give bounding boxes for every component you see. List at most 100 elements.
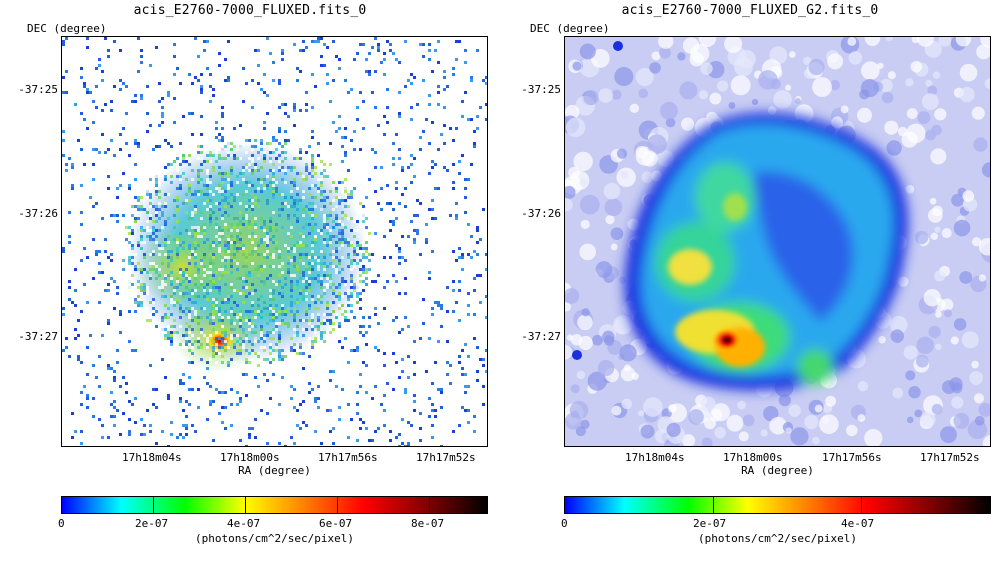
remnant-pixel [230, 172, 233, 175]
remnant-pixel [191, 346, 194, 349]
remnant-pixel [185, 274, 188, 277]
noise-pixel [74, 268, 77, 271]
noise-pixel [464, 61, 467, 64]
remnant-pixel [188, 343, 191, 346]
left-colorbar[interactable] [61, 496, 488, 514]
noise-pixel [326, 409, 329, 412]
remnant-pixel [206, 187, 209, 190]
background-blob [978, 238, 990, 256]
remnant-pixel [245, 151, 248, 154]
background-blob [570, 333, 583, 346]
noise-pixel [221, 391, 224, 394]
remnant-pixel [254, 253, 257, 256]
remnant-pixel [170, 250, 173, 253]
remnant-pixel [170, 259, 173, 262]
noise-pixel [452, 181, 455, 184]
remnant-pixel [161, 289, 164, 292]
remnant-pixel [164, 295, 167, 298]
noise-pixel [254, 436, 257, 439]
noise-pixel [299, 403, 302, 406]
noise-pixel [128, 187, 131, 190]
remnant-pixel [194, 253, 197, 256]
remnant-pixel [221, 271, 224, 274]
remnant-pixel [284, 244, 287, 247]
remnant-pixel [290, 235, 293, 238]
noise-pixel [431, 409, 434, 412]
noise-pixel [371, 397, 374, 400]
remnant-pixel [275, 343, 278, 346]
remnant-pixel [287, 307, 290, 310]
remnant-pixel [317, 268, 320, 271]
noise-pixel [77, 358, 80, 361]
noise-pixel [392, 388, 395, 391]
remnant-pixel [155, 187, 158, 190]
right-image-plot[interactable] [564, 36, 991, 447]
remnant-pixel [191, 301, 194, 304]
remnant-pixel [188, 184, 191, 187]
remnant-pixel [239, 157, 242, 160]
noise-pixel [167, 394, 170, 397]
background-blob [934, 226, 941, 233]
remnant-pixel [332, 265, 335, 268]
remnant-pixel [200, 346, 203, 349]
remnant-pixel [131, 262, 134, 265]
remnant-pixel [161, 262, 164, 265]
noise-pixel [431, 199, 434, 202]
remnant-pixel [221, 331, 224, 334]
remnant-pixel [206, 214, 209, 217]
remnant-pixel [269, 343, 272, 346]
remnant-pixel [326, 301, 329, 304]
remnant-pixel [137, 229, 140, 232]
noise-pixel [239, 124, 242, 127]
noise-pixel [428, 277, 431, 280]
noise-pixel [389, 202, 392, 205]
remnant-pixel [317, 316, 320, 319]
remnant-pixel [245, 250, 248, 253]
noise-pixel [404, 85, 407, 88]
noise-pixel [473, 277, 476, 280]
remnant-pixel [353, 265, 356, 268]
noise-pixel [185, 415, 188, 418]
noise-pixel [272, 373, 275, 376]
noise-pixel [482, 385, 485, 388]
remnant-pixel [278, 250, 281, 253]
background-blob [901, 131, 918, 148]
noise-pixel [101, 217, 104, 220]
noise-pixel [281, 103, 284, 106]
noise-pixel [326, 82, 329, 85]
noise-pixel [467, 355, 470, 358]
remnant-pixel [149, 313, 152, 316]
remnant-pixel [266, 244, 269, 247]
remnant-pixel [254, 352, 257, 355]
remnant-pixel [344, 292, 347, 295]
remnant-pixel [176, 220, 179, 223]
remnant-pixel [341, 238, 344, 241]
noise-pixel [404, 388, 407, 391]
remnant-pixel [359, 262, 362, 265]
remnant-pixel [278, 142, 281, 145]
remnant-pixel [299, 343, 302, 346]
remnant-pixel [221, 148, 224, 151]
noise-pixel [98, 64, 101, 67]
remnant-pixel [185, 331, 188, 334]
remnant-pixel [341, 277, 344, 280]
remnant-pixel [188, 256, 191, 259]
remnant-pixel [311, 298, 314, 301]
remnant-pixel [239, 316, 242, 319]
remnant-pixel [338, 325, 341, 328]
noise-pixel [446, 286, 449, 289]
noise-pixel [377, 46, 380, 49]
remnant-pixel [245, 280, 248, 283]
remnant-pixel [287, 247, 290, 250]
noise-pixel [416, 103, 419, 106]
noise-pixel [392, 52, 395, 55]
noise-pixel [293, 406, 296, 409]
noise-pixel [170, 433, 173, 436]
remnant-pixel [272, 184, 275, 187]
left-image-plot[interactable] [61, 36, 488, 447]
remnant-pixel [236, 148, 239, 151]
remnant-pixel [284, 322, 287, 325]
remnant-pixel [314, 277, 317, 280]
remnant-pixel [200, 148, 203, 151]
right-colorbar[interactable] [564, 496, 991, 514]
